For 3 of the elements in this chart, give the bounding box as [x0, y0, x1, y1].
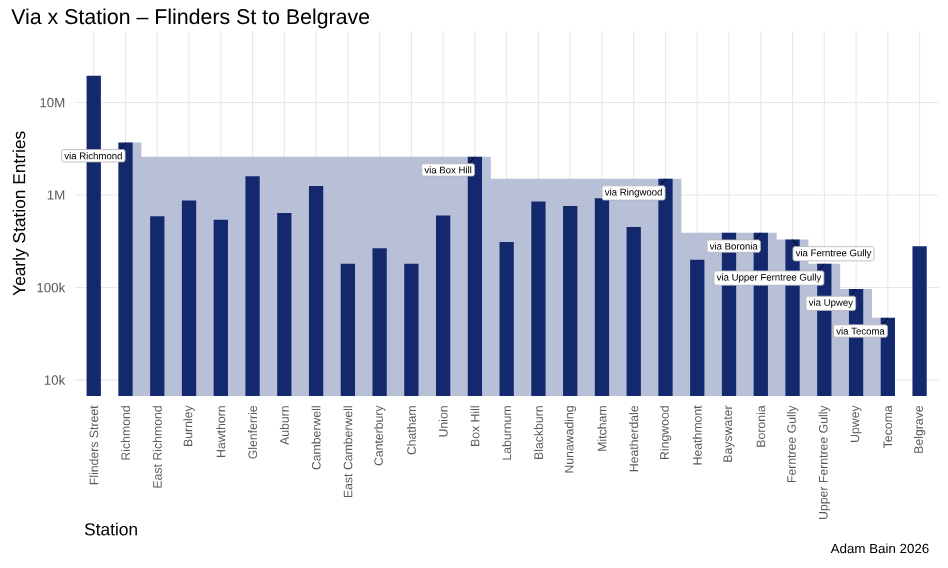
chart-title: Via x Station – Flinders St to Belgrave: [11, 8, 370, 29]
x-axis-title: Station: [84, 522, 137, 536]
y-axis-title: Yearly Station Entries: [12, 131, 29, 296]
